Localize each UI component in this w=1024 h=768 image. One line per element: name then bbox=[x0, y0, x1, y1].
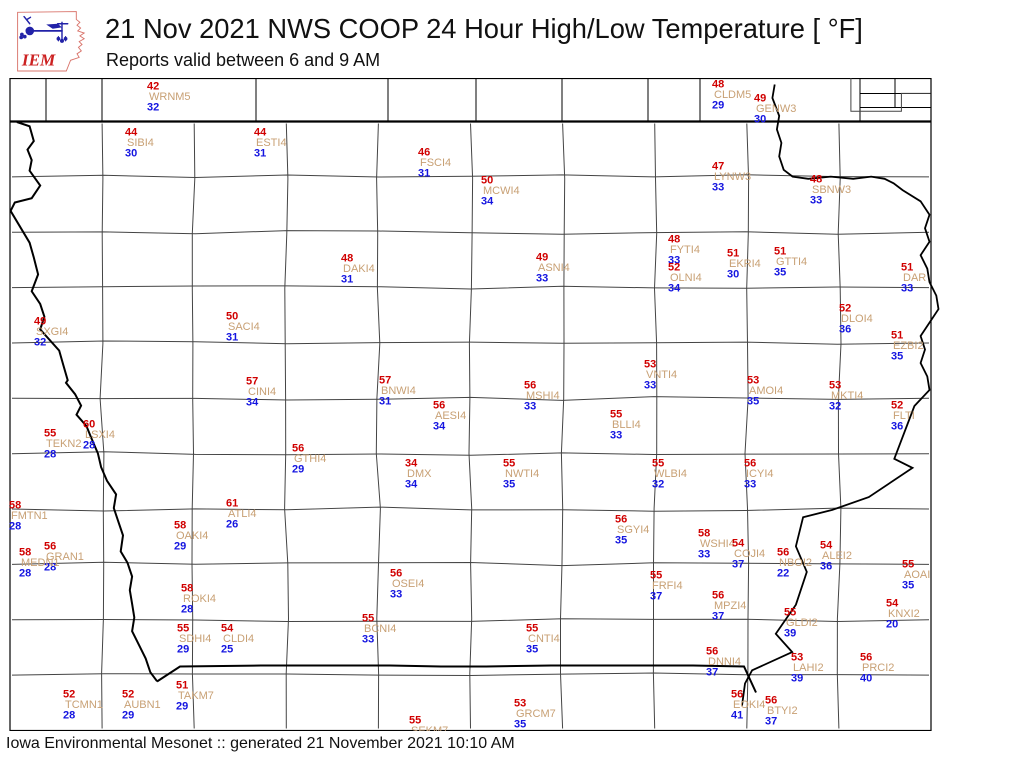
svg-text:31: 31 bbox=[226, 332, 238, 344]
svg-text:39: 39 bbox=[784, 628, 796, 640]
svg-text:37: 37 bbox=[706, 667, 718, 679]
svg-text:37: 37 bbox=[712, 611, 724, 623]
svg-text:39: 39 bbox=[791, 673, 803, 685]
svg-text:29: 29 bbox=[177, 644, 189, 656]
svg-text:35: 35 bbox=[891, 351, 903, 363]
svg-text:33: 33 bbox=[536, 273, 548, 285]
svg-text:32: 32 bbox=[652, 479, 664, 491]
svg-text:36: 36 bbox=[839, 324, 851, 336]
svg-text:33: 33 bbox=[362, 634, 374, 646]
svg-text:26: 26 bbox=[226, 519, 238, 531]
svg-text:30: 30 bbox=[727, 269, 739, 281]
svg-text:28: 28 bbox=[63, 710, 75, 722]
svg-text:32: 32 bbox=[34, 337, 46, 349]
svg-text:29: 29 bbox=[122, 710, 134, 722]
svg-text:35: 35 bbox=[902, 580, 914, 592]
svg-text:28: 28 bbox=[44, 449, 56, 461]
svg-text:33: 33 bbox=[390, 589, 402, 601]
svg-text:28: 28 bbox=[19, 568, 31, 580]
svg-text:36: 36 bbox=[891, 421, 903, 433]
svg-text:35: 35 bbox=[503, 479, 515, 491]
svg-text:29: 29 bbox=[292, 464, 304, 476]
svg-text:20: 20 bbox=[886, 619, 898, 631]
svg-text:34: 34 bbox=[433, 421, 446, 433]
svg-text:35: 35 bbox=[526, 644, 538, 656]
svg-text:32: 32 bbox=[147, 102, 159, 114]
svg-text:37: 37 bbox=[732, 559, 744, 571]
svg-text:40: 40 bbox=[860, 673, 872, 685]
svg-text:37: 37 bbox=[765, 716, 777, 728]
svg-text:34: 34 bbox=[405, 479, 418, 491]
svg-text:31: 31 bbox=[418, 168, 430, 180]
svg-text:31: 31 bbox=[379, 396, 391, 408]
svg-text:30: 30 bbox=[754, 114, 766, 126]
svg-text:36: 36 bbox=[820, 561, 832, 573]
svg-text:25: 25 bbox=[221, 644, 233, 656]
svg-text:35: 35 bbox=[615, 535, 627, 547]
svg-text:31: 31 bbox=[254, 148, 266, 160]
svg-text:34: 34 bbox=[668, 283, 681, 295]
svg-text:37: 37 bbox=[650, 591, 662, 603]
svg-text:SEKM7: SEKM7 bbox=[411, 725, 448, 731]
svg-text:34: 34 bbox=[481, 196, 494, 208]
svg-text:35: 35 bbox=[774, 267, 786, 279]
svg-text:30: 30 bbox=[125, 148, 137, 160]
svg-text:34: 34 bbox=[246, 397, 259, 409]
svg-text:28: 28 bbox=[9, 521, 21, 533]
svg-text:33: 33 bbox=[744, 479, 756, 491]
svg-text:35: 35 bbox=[514, 719, 526, 731]
svg-text:29: 29 bbox=[174, 541, 186, 553]
svg-text:33: 33 bbox=[698, 549, 710, 561]
svg-text:33: 33 bbox=[524, 401, 536, 413]
svg-text:22: 22 bbox=[777, 568, 789, 580]
svg-text:33: 33 bbox=[644, 380, 656, 392]
svg-text:41: 41 bbox=[731, 710, 743, 722]
svg-text:35: 35 bbox=[747, 396, 759, 408]
svg-text:29: 29 bbox=[712, 100, 724, 112]
svg-text:32: 32 bbox=[829, 401, 841, 413]
svg-text:33: 33 bbox=[901, 283, 913, 295]
svg-text:33: 33 bbox=[712, 182, 724, 194]
svg-text:29: 29 bbox=[176, 701, 188, 713]
svg-text:28: 28 bbox=[181, 604, 193, 616]
svg-text:28: 28 bbox=[83, 440, 95, 452]
svg-text:IEM: IEM bbox=[21, 50, 56, 69]
svg-text:33: 33 bbox=[810, 195, 822, 207]
svg-text:31: 31 bbox=[341, 274, 353, 286]
svg-text:33: 33 bbox=[610, 430, 622, 442]
